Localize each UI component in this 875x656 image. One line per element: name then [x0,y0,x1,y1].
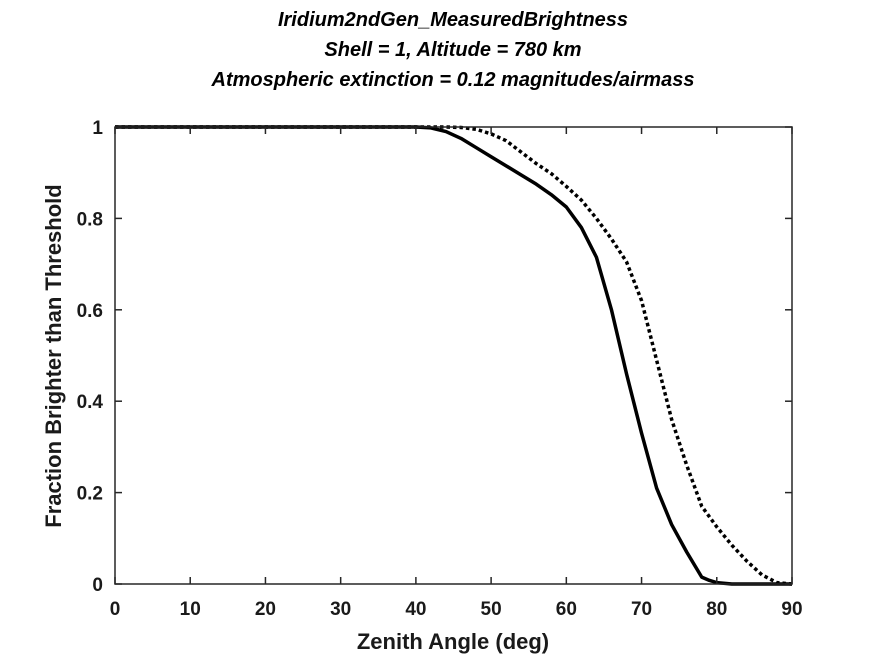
y-tick-labels: 0 0.2 0.4 0.6 0.8 1 [77,118,104,596]
chart-title-line-1: Iridium2ndGen_MeasuredBrightness [278,9,628,31]
x-tick-label: 60 [556,599,577,620]
x-tick-label: 0 [110,599,121,620]
y-tick-label: 0.8 [77,209,103,230]
y-axis-label: Fraction Brighter than Threshold [41,184,66,527]
chart-title-line-3: Atmospheric extinction = 0.12 magnitudes… [211,69,695,91]
x-axis-label: Zenith Angle (deg) [357,629,549,654]
y-tick-label: 0.6 [77,301,103,322]
y-tick-label: 0 [92,575,103,596]
x-tick-label: 20 [255,599,276,620]
x-tick-label: 10 [180,599,201,620]
y-tick-label: 1 [92,118,103,139]
x-tick-label: 50 [481,599,502,620]
series-line-2-dotted [115,125,793,586]
y-tick-label: 0.2 [77,484,103,505]
x-tick-label: 30 [330,599,351,620]
x-tick-label: 90 [781,599,802,620]
x-tick-label: 40 [405,599,426,620]
chart-title-line-2: Shell = 1, Altitude = 780 km [324,39,581,61]
x-tick-label: 80 [706,599,727,620]
plot-area [115,127,792,584]
chart-title: Iridium2ndGen_MeasuredBrightness Shell =… [211,9,695,91]
plot-frame [114,126,793,585]
y-tick-label: 0.4 [77,392,104,413]
x-tick-labels: 0 10 20 30 40 50 60 70 80 90 [110,599,803,620]
x-tick-label: 70 [631,599,652,620]
